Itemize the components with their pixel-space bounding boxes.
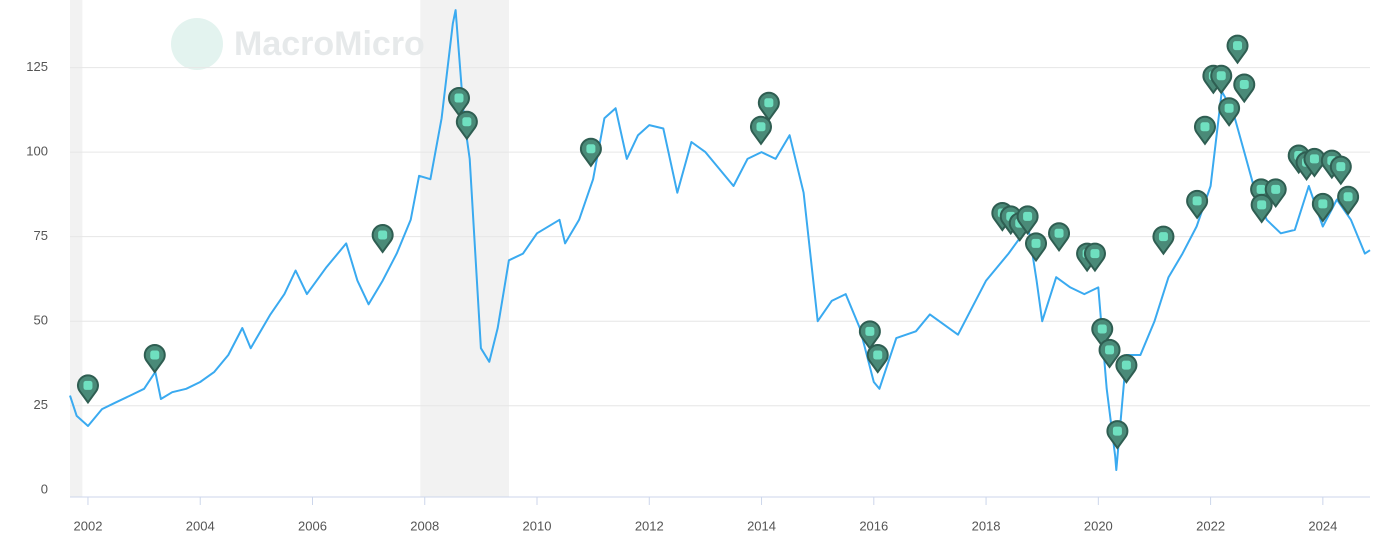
event-marker: [1264, 178, 1287, 209]
event-marker: [1106, 420, 1129, 450]
marker-core: [1224, 103, 1234, 113]
event-marker: [77, 374, 99, 405]
marker-core: [1318, 199, 1328, 209]
marker-core: [150, 350, 160, 360]
event-marker: [1084, 242, 1106, 273]
x-tick-label: 2008: [410, 518, 439, 533]
marker-core: [1158, 232, 1168, 242]
marker-core: [1309, 154, 1319, 164]
marker-core: [1054, 228, 1064, 238]
event-marker: [455, 110, 478, 141]
marker-core: [1105, 345, 1115, 355]
event-marker: [448, 87, 470, 117]
marker-core: [1256, 184, 1266, 194]
x-tick-label: 2018: [972, 518, 1001, 533]
event-marker: [1210, 64, 1233, 95]
event-marker: [1152, 225, 1175, 256]
x-tick-label: 2004: [186, 518, 215, 533]
watermark-logo: [171, 18, 223, 70]
x-tick-label: 2024: [1308, 518, 1337, 533]
marker-core: [1257, 200, 1267, 210]
marker-core: [378, 230, 388, 240]
event-marker: [866, 344, 889, 374]
marker-core: [865, 326, 875, 336]
marker-core: [1343, 192, 1353, 202]
marker-core: [1031, 238, 1041, 248]
event-marker: [1115, 354, 1138, 384]
marker-core: [1271, 184, 1281, 194]
event-marker: [1025, 232, 1047, 263]
recession-band: [420, 0, 509, 497]
marker-core: [1023, 211, 1033, 221]
marker-core: [1121, 360, 1131, 370]
marker-core: [873, 350, 883, 360]
x-tick-label: 2006: [298, 518, 327, 533]
marker-core: [1233, 41, 1243, 51]
x-tick-label: 2016: [859, 518, 888, 533]
event-marker: [750, 115, 772, 146]
y-tick-label: 50: [34, 313, 48, 328]
x-tick-label: 2014: [747, 518, 776, 533]
y-tick-label: 75: [34, 228, 48, 243]
marker-core: [1192, 196, 1202, 206]
x-tick-label: 2012: [635, 518, 664, 533]
marker-core: [454, 93, 464, 103]
x-tick-label: 2022: [1196, 518, 1225, 533]
event-marker: [757, 91, 780, 122]
event-marker: [1226, 34, 1249, 65]
event-marker: [143, 344, 166, 374]
marker-core: [1216, 71, 1226, 81]
marker-core: [1097, 324, 1107, 334]
event-marker: [1250, 193, 1273, 224]
marker-core: [764, 98, 774, 108]
recession-band: [70, 0, 83, 497]
y-tick-label: 125: [26, 59, 48, 74]
event-marker: [858, 320, 881, 351]
event-marker: [579, 137, 602, 168]
x-tick-label: 2010: [523, 518, 552, 533]
marker-core: [586, 144, 596, 154]
marker-core: [1336, 162, 1346, 172]
marker-core: [83, 380, 93, 390]
marker-core: [756, 122, 766, 132]
y-tick-label: 25: [34, 397, 48, 412]
event-marker: [1186, 189, 1209, 220]
event-marker: [1337, 185, 1360, 216]
event-marker: [1218, 97, 1241, 127]
marker-core: [462, 117, 472, 127]
y-tick-label: 100: [26, 144, 48, 159]
marker-core: [1239, 80, 1249, 90]
watermark: MacroMicro: [171, 18, 425, 70]
marker-core: [1200, 122, 1210, 132]
event-marker: [1233, 73, 1256, 104]
event-marker: [1048, 222, 1070, 252]
price-line: [69, 9, 1371, 471]
event-marker: [1194, 115, 1216, 146]
event-marker: [371, 224, 394, 254]
event-marker: [1311, 192, 1334, 223]
marker-core: [1112, 426, 1122, 436]
marker-core: [1090, 249, 1100, 259]
event-marker: [1016, 205, 1039, 236]
x-tick-label: 2020: [1084, 518, 1113, 533]
watermark-text: MacroMicro: [234, 25, 425, 63]
y-tick-label: 0: [41, 482, 48, 497]
event-marker: [1329, 155, 1352, 186]
event-marker: [1098, 339, 1121, 369]
x-tick-label: 2002: [74, 518, 103, 533]
event-marker: [1091, 318, 1114, 348]
